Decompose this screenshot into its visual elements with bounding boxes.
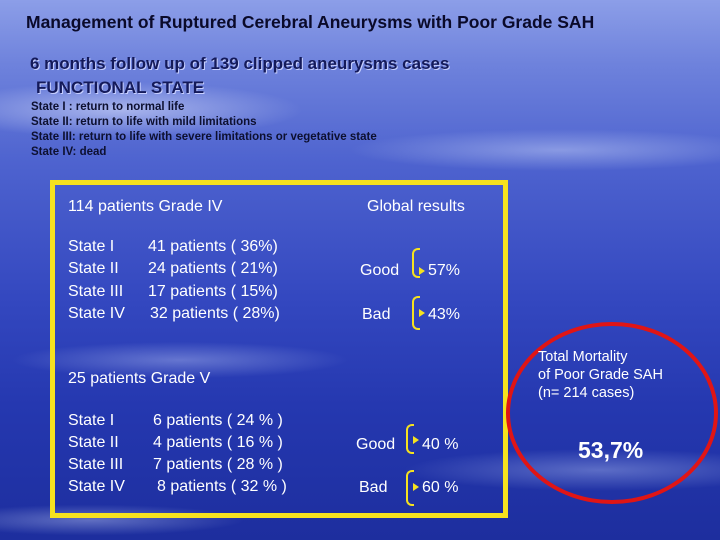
grade4-state-4: State IV (68, 305, 125, 322)
grade4-state-3: State III (68, 283, 124, 300)
results-frame (50, 180, 508, 518)
grade4-good-label: Good (360, 262, 400, 279)
mortality-caption: Total Mortality of Poor Grade SAH (n= 21… (538, 348, 663, 402)
grade5-bad-bracket (406, 470, 414, 506)
grade5-patients-3: 7 patients ( 28 % ) (153, 456, 283, 473)
mortality-oval (506, 322, 718, 504)
mortality-line-3: (n= 214 cases) (538, 385, 635, 401)
mortality-value: 53,7% (578, 437, 644, 463)
grade5-good-arrow (413, 436, 419, 444)
grade4-state-1: State I (68, 238, 115, 255)
grade5-state-2: State II (68, 434, 119, 451)
grade4-good-arrow (419, 267, 425, 275)
grade4-patients-4: 32 patients ( 28%) (150, 305, 280, 322)
definition-state-4: State IV: dead (31, 146, 107, 158)
mortality-line-2: of Poor Grade SAH (538, 367, 663, 383)
grade5-good-label: Good (356, 436, 396, 453)
grade5-bad-value: 60 % (422, 479, 459, 496)
grade5-state-1: State I (68, 412, 115, 429)
section-title: FUNCTIONAL STATE (36, 78, 205, 97)
definition-state-1: State I : return to normal life (31, 101, 185, 113)
grade5-bad-label: Bad (359, 479, 388, 496)
grade4-bad-bracket (412, 296, 420, 330)
subtitle: 6 months follow up of 139 clipped aneury… (30, 54, 450, 73)
grade5-good-value: 40 % (422, 436, 459, 453)
grade4-heading: 114 patients Grade IV (68, 198, 223, 215)
grade5-good-bracket (406, 424, 414, 454)
grade4-bad-arrow (419, 309, 425, 317)
grade5-bad-arrow (413, 483, 419, 491)
grade4-bad-label: Bad (362, 306, 391, 323)
grade4-bad-value: 43% (428, 306, 461, 323)
mortality-line-1: Total Mortality (538, 349, 628, 365)
slide-title: Management of Ruptured Cerebral Aneurysm… (26, 12, 595, 32)
definition-state-3: State III: return to life with severe li… (31, 131, 377, 143)
grade4-good-value: 57% (428, 262, 461, 279)
grade5-patients-2: 4 patients ( 16 % ) (153, 434, 283, 451)
grade4-patients-3: 17 patients ( 15%) (148, 283, 278, 300)
state-definitions: State I : return to normal life State II… (31, 100, 377, 160)
grade5-state-3: State III (68, 456, 124, 473)
grade5-heading: 25 patients Grade V (68, 370, 211, 387)
grade4-patients-1: 41 patients ( 36%) (148, 238, 278, 255)
grade5-state-4: State IV (68, 478, 125, 495)
grade4-patients-2: 24 patients ( 21%) (148, 260, 278, 277)
global-results-label: Global results (367, 198, 465, 215)
grade4-state-2: State II (68, 260, 119, 277)
grade5-patients-4: 8 patients ( 32 % ) (157, 478, 287, 495)
definition-state-2: State II: return to life with mild limit… (31, 116, 257, 128)
grade5-patients-1: 6 patients ( 24 % ) (153, 412, 283, 429)
grade4-good-bracket (412, 248, 420, 278)
